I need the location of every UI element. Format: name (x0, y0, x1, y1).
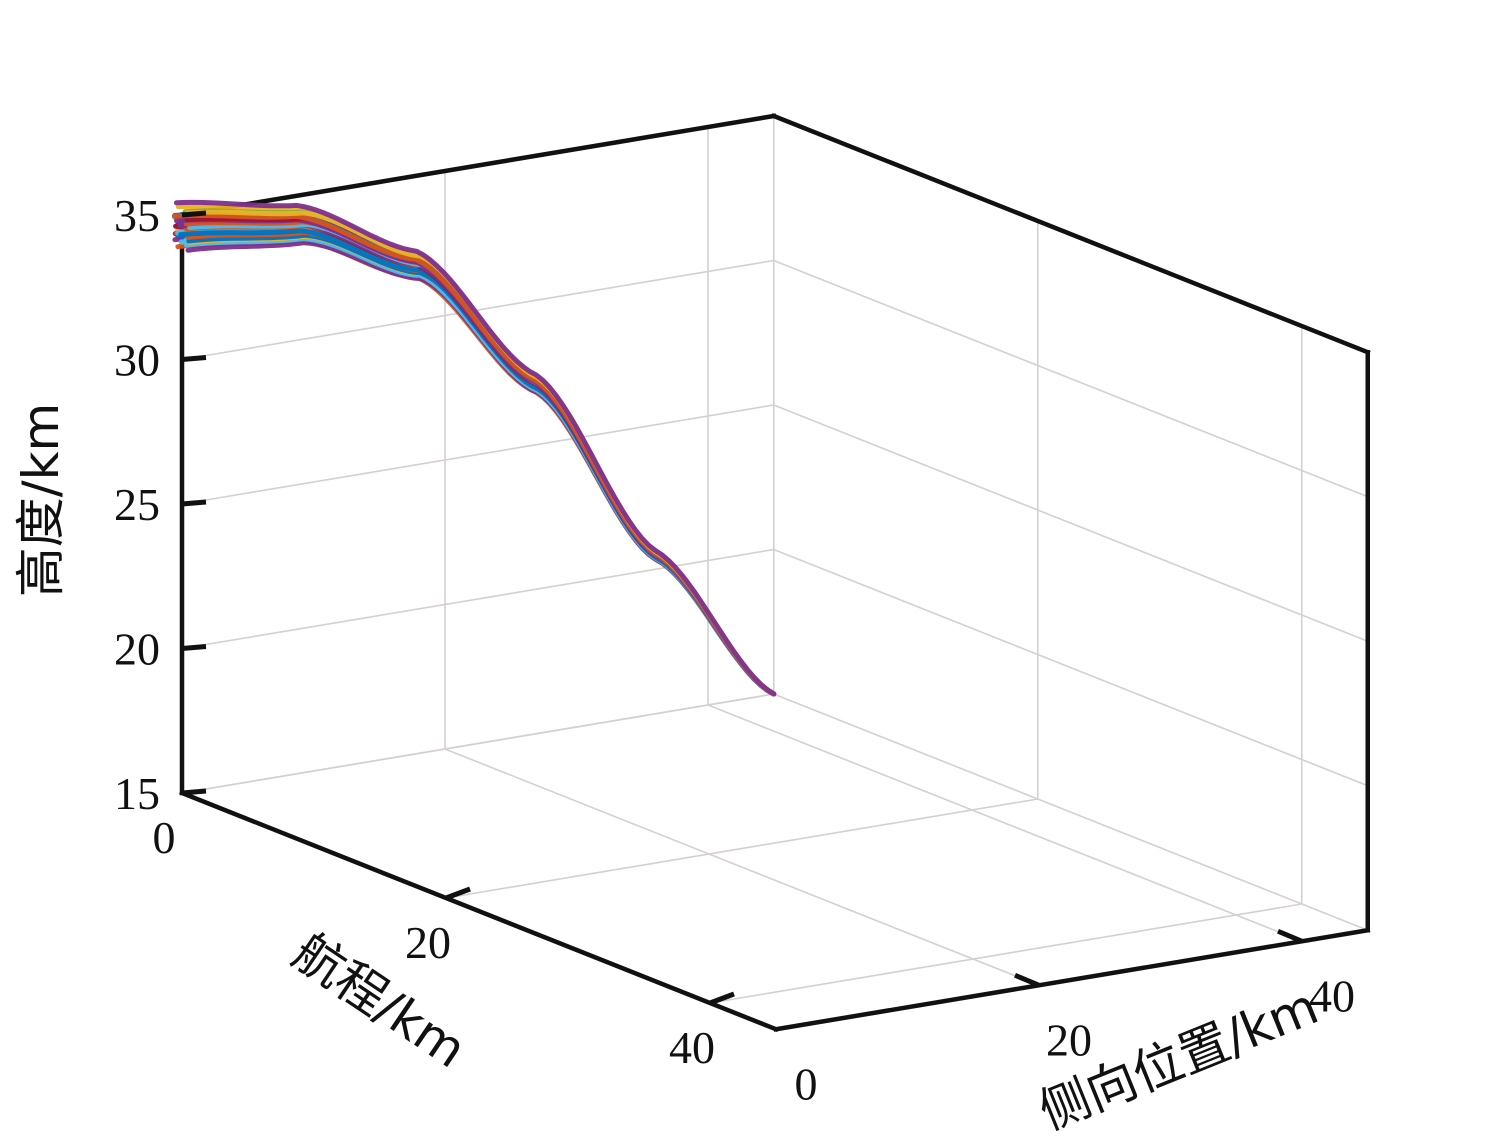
grid-line (181, 404, 774, 505)
z-tick-label: 15 (114, 768, 160, 819)
trajectory-line (184, 236, 777, 697)
z-tick (181, 355, 207, 362)
trajectory-line (180, 234, 777, 697)
grid-line (709, 903, 1302, 1004)
z-tick (181, 210, 207, 218)
y-tick-label: 20 (1046, 1014, 1092, 1065)
trajectory-line (174, 226, 777, 697)
trajectory-line (175, 226, 777, 697)
trajectory-line (186, 220, 777, 697)
trajectory-line (180, 229, 777, 697)
trajectory-line (172, 227, 777, 697)
z-tick-label: 35 (114, 190, 160, 241)
grid-line (444, 748, 1040, 986)
trajectory-line (181, 220, 777, 697)
trajectory-line (185, 240, 777, 697)
trajectory-line (178, 230, 777, 697)
series-layer (171, 199, 777, 697)
trajectory-line (175, 203, 777, 697)
z-axis-label: 高度/km (12, 403, 70, 598)
trajectory-line (177, 222, 777, 697)
trajectory-line (184, 209, 777, 697)
trajectory-line (186, 215, 777, 697)
trajectory-line (179, 229, 777, 697)
trajectory-line (185, 229, 777, 697)
trajectory-line (178, 220, 777, 697)
trajectory-line (183, 223, 777, 697)
trajectory-line (183, 214, 777, 697)
box-edge (770, 113, 1371, 356)
x-tick-label: 0 (153, 812, 176, 863)
trajectory-line (174, 217, 777, 697)
trajectory-line (176, 224, 777, 697)
grid-line (445, 798, 1038, 899)
z-tick-label: 25 (114, 479, 160, 530)
trajectory-line (181, 219, 777, 697)
trajectory-line (177, 221, 777, 697)
box-edge (179, 113, 777, 218)
z-tick (181, 499, 207, 507)
trajectory-line (175, 227, 777, 697)
box-edge (773, 927, 1371, 1032)
trajectory-line (173, 221, 777, 697)
box-edge (179, 790, 779, 1033)
y-tick-label: 40 (1309, 970, 1355, 1021)
trajectory-line (174, 221, 777, 697)
y-tick (1277, 928, 1303, 944)
trajectory-line (178, 234, 777, 697)
grid-line (181, 548, 774, 650)
trajectory-line (187, 233, 777, 697)
trajectory-line (175, 230, 777, 697)
trajectory-line (185, 209, 777, 697)
grid-line (773, 548, 1369, 787)
trajectory-line (185, 213, 777, 697)
trajectory-line (175, 223, 777, 697)
trajectory-line (177, 219, 777, 697)
x-tick (709, 991, 735, 1006)
trajectory-line (183, 231, 777, 697)
x-tick-label: 20 (405, 917, 451, 968)
trajectory-line (175, 221, 777, 697)
trajectory-line (184, 222, 777, 697)
trajectory-line (187, 221, 777, 697)
grid-line (773, 259, 1369, 498)
trajectory-line (179, 221, 777, 697)
x-tick (445, 886, 471, 901)
y-tick (1014, 972, 1040, 988)
tick-marks (181, 210, 1303, 1006)
trajectory-line (181, 214, 777, 697)
grid-line (181, 259, 774, 361)
trajectory-line (186, 232, 777, 697)
tick-labels: 15 20 25 30 35 0 20 40 0 20 40 (114, 190, 1355, 1109)
trajectory-line (179, 234, 777, 697)
grid-line (773, 693, 1369, 931)
z-tick-label: 20 (114, 624, 160, 675)
z-tick (181, 644, 207, 651)
trajectory-line (177, 227, 777, 697)
z-tick-label: 30 (114, 335, 160, 386)
x-tick-label: 40 (669, 1022, 715, 1073)
grid-line (773, 404, 1369, 642)
trajectory-line (173, 199, 777, 697)
trajectory-line (186, 225, 777, 697)
z-tick (181, 788, 207, 796)
trajectory-line (178, 228, 777, 697)
trajectory-line (172, 232, 777, 697)
grid-line (707, 704, 1303, 942)
trajectory-line (185, 215, 777, 697)
trajectory-line (182, 208, 777, 697)
trajectory-line (184, 219, 777, 697)
grid-line (181, 693, 774, 794)
y-tick-label: 0 (795, 1058, 818, 1109)
trajectory-line (177, 218, 777, 697)
trajectory-line (184, 215, 777, 697)
trajectory-line (176, 225, 777, 697)
